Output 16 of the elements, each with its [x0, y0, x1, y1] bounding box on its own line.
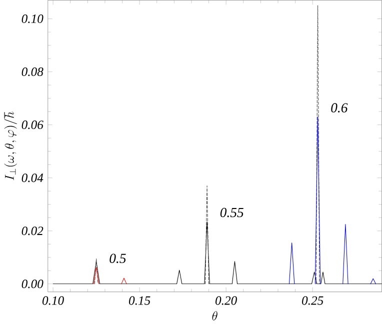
annotation: 0.55: [220, 208, 244, 218]
y-axis-title: $I_{\perp}(\omega,\theta,\varphi)/\hbar$: [4, 112, 17, 180]
x-axis-title: $\theta$: [212, 311, 218, 320]
y-tick-label: 0.00: [22, 279, 44, 288]
y-tick-label: 0.10: [22, 14, 44, 23]
x-tick-label: 0.10: [42, 296, 64, 305]
x-tick-label: 0.20: [216, 296, 237, 305]
x-tick-label: 0.15: [129, 296, 150, 305]
y-tick-label: 0.06: [22, 120, 44, 129]
x-tick-label: 0.25: [302, 296, 324, 305]
y-tick-label: 0.08: [22, 67, 44, 76]
annotation: 0.5: [110, 254, 126, 263]
line-series: [52, 221, 382, 284]
y-tick-label: 0.04: [22, 173, 44, 182]
y-tick-label: 0.02: [22, 226, 44, 235]
annotation: 0.6: [331, 102, 348, 112]
